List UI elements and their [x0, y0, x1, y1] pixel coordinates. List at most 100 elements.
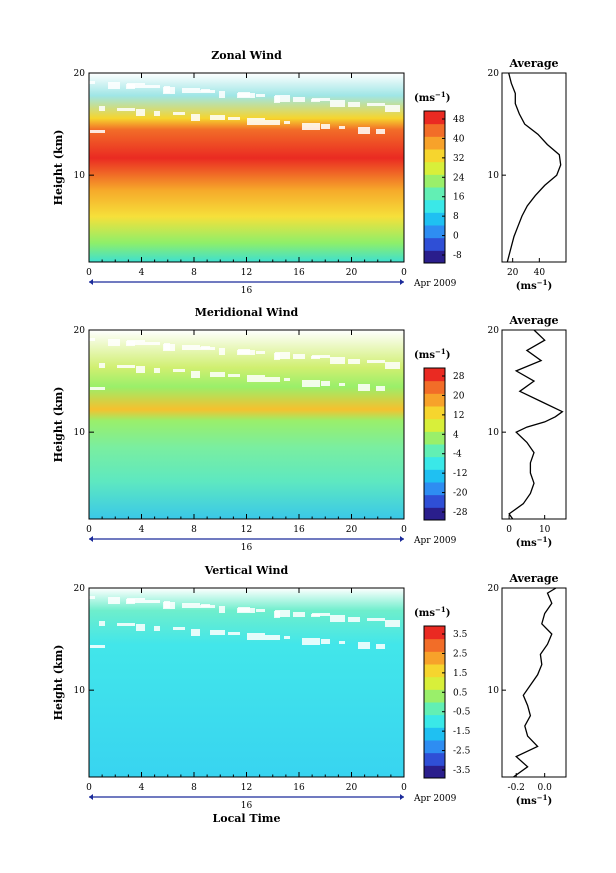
data-gap [191, 371, 200, 378]
data-gap [385, 362, 400, 369]
data-gap [127, 340, 145, 345]
colorbar-swatch [424, 199, 445, 213]
profile-title: Average [508, 572, 558, 585]
data-gap [321, 381, 330, 386]
profile-x-tick-label: 20 [507, 268, 519, 278]
colorbar-label: -8 [453, 251, 462, 261]
y-tick-label: 10 [74, 686, 86, 696]
data-gap [256, 351, 265, 354]
panel-title: Zonal Wind [211, 49, 282, 62]
colorbar-label: 24 [453, 173, 465, 183]
colorbar-label: 28 [453, 372, 465, 382]
profile-x-tick-label: 10 [539, 525, 551, 535]
data-gap [321, 639, 330, 644]
data-gap [89, 596, 95, 599]
data-gap [108, 597, 120, 604]
data-gap [182, 603, 200, 608]
data-gap [265, 635, 280, 640]
data-gap [173, 112, 185, 115]
data-gap [330, 357, 345, 364]
colorbar-swatch [424, 237, 445, 251]
colorbar-swatch [424, 626, 445, 640]
colorbar-swatch [424, 418, 445, 432]
data-gap [265, 120, 280, 125]
colorbar-swatch [424, 714, 445, 728]
colorbar-label: 40 [453, 134, 465, 144]
data-gap [201, 89, 210, 92]
data-gap [154, 111, 160, 116]
colorbar-swatch [424, 393, 445, 407]
heatmap-field [89, 588, 404, 777]
data-gap [127, 598, 145, 603]
data-gap [358, 127, 370, 134]
data-gap [256, 609, 265, 612]
data-gap [228, 374, 240, 377]
data-gap [191, 629, 200, 636]
colorbar-label: 3.5 [453, 630, 468, 640]
data-gap [108, 82, 120, 89]
data-gap [164, 86, 170, 93]
data-gap [238, 349, 250, 354]
colorbar-label: 20 [453, 391, 465, 401]
data-gap [376, 386, 385, 391]
data-gap [182, 88, 200, 93]
data-gap [293, 354, 305, 359]
data-gap [330, 100, 345, 107]
profile-title: Average [508, 314, 558, 327]
colorbar-swatch [424, 444, 445, 458]
data-gap [201, 604, 210, 607]
data-gap [117, 365, 135, 368]
x-tick-label: 12 [241, 783, 252, 793]
data-gap [293, 612, 305, 617]
data-gap [376, 129, 385, 134]
y-axis-label: Height (km) [52, 387, 65, 463]
data-gap [219, 348, 225, 355]
data-gap [376, 644, 385, 649]
data-gap [127, 83, 145, 88]
day-label: 16 [241, 801, 253, 811]
colorbar-label: 12 [453, 411, 464, 421]
data-gap [191, 114, 200, 121]
data-gap [238, 92, 250, 97]
colorbar-label: -3.5 [453, 766, 471, 776]
x-tick-label: 0 [86, 525, 92, 535]
data-gap [99, 621, 105, 626]
date-bar-arrow-right [400, 536, 404, 542]
colorbar-frame [423, 110, 446, 264]
data-gap [284, 636, 290, 639]
date-label: Apr 2009 [413, 279, 457, 289]
data-gap [358, 642, 370, 649]
date-label: Apr 2009 [413, 794, 457, 804]
colorbar-swatch [424, 406, 445, 420]
data-gap [136, 366, 145, 373]
heatmap-field [89, 330, 404, 519]
data-gap [154, 626, 160, 631]
data-gap [219, 91, 225, 98]
data-gap [367, 618, 385, 621]
data-gap [173, 627, 185, 630]
colorbar-swatch [424, 225, 445, 239]
data-gap [210, 372, 225, 377]
colorbar-swatch [424, 174, 445, 188]
x-tick-label: 4 [139, 525, 145, 535]
profile-y-tick-label: 20 [488, 584, 500, 594]
data-gap [312, 98, 330, 101]
data-gap [302, 638, 320, 645]
data-gap [358, 384, 370, 391]
colorbar-label: 8 [453, 212, 459, 222]
profile-x-tick-label: 0 [506, 525, 512, 535]
data-gap [182, 345, 200, 350]
data-gap [90, 130, 105, 133]
colorbar-swatch [424, 368, 445, 382]
x-tick-label: 0 [86, 268, 92, 278]
data-gap [302, 123, 320, 130]
x-tick-label: 0 [401, 268, 407, 278]
colorbar-label: 0.5 [453, 688, 468, 698]
profile-line [508, 329, 564, 520]
profile-y-tick-label: 10 [488, 428, 500, 438]
profile-unit: (ms−1) [516, 278, 552, 292]
date-bar-arrow-left [89, 794, 93, 800]
x-tick-label: 16 [293, 783, 305, 793]
x-tick-label: 12 [241, 525, 252, 535]
colorbar-swatch [424, 689, 445, 703]
